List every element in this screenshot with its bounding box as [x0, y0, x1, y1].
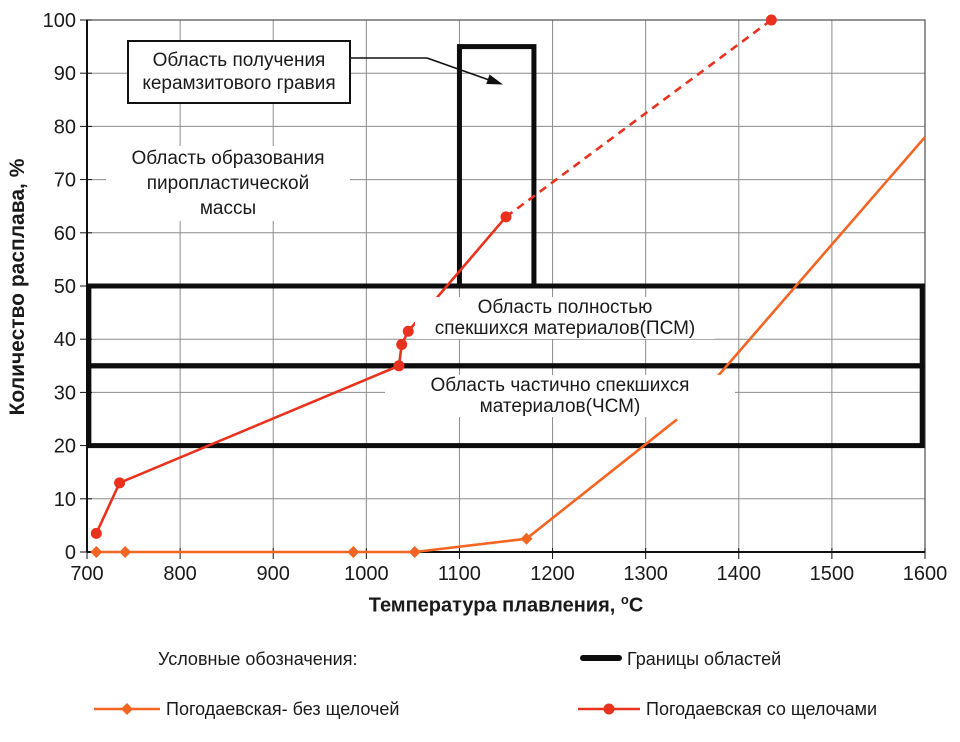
annotation-gravel-line2: керамзитового гравия	[142, 73, 336, 94]
y-tick-label: 60	[54, 223, 76, 245]
x-tick-label: 1100	[438, 563, 481, 585]
series1-swatch-diamond-icon	[94, 703, 160, 715]
y-tick-label: 10	[54, 489, 76, 511]
legend-title: Условные обозначения:	[158, 649, 358, 669]
data-point-diamond	[90, 546, 103, 558]
data-point-diamond	[520, 532, 533, 545]
y-tick-label: 0	[65, 542, 76, 564]
x-axis-title-sup: о	[620, 592, 629, 607]
series-line-diamond	[686, 136, 926, 412]
annotation-arrowhead-icon	[486, 74, 503, 85]
y-tick-label: 50	[54, 276, 76, 298]
annotation-pyro-line2: пиропластической	[146, 173, 310, 194]
annotation-pyroplastic-region: Область образования пиропластической мас…	[106, 146, 350, 221]
annotation-psm-region: Область полностью спекшихся материалов(П…	[415, 297, 715, 339]
region-boundary-rect	[86, 363, 925, 449]
region-boundary-rect	[456, 44, 537, 289]
y-tick-label: 30	[54, 382, 76, 404]
y-tick-label: 70	[54, 170, 76, 192]
legend-series1-label: Погодаевская- без щелочей	[166, 699, 400, 719]
x-tick-label: 700	[70, 563, 103, 585]
annotation-gravel-region-box: Область получения керамзитового гравия	[127, 40, 351, 104]
x-tick-label: 800	[163, 563, 196, 585]
legend-boundaries-label: Границы областей	[627, 649, 782, 669]
y-tick-label: 90	[54, 63, 76, 85]
annotation-chsm-line1: Область частично спекшихся	[430, 375, 690, 396]
data-point-circle	[114, 477, 126, 489]
x-axis-title-unit: С	[628, 594, 644, 617]
x-tick-label: 1500	[810, 563, 855, 585]
data-point-diamond	[119, 546, 132, 558]
x-tick-label: 1000	[344, 563, 389, 585]
annotation-gravel-line1: Область получения	[152, 50, 326, 71]
data-point-diamond	[408, 546, 421, 558]
y-tick-label: 20	[54, 436, 76, 458]
y-tick-label: 100	[43, 10, 76, 32]
x-axis-title-text: Температура плавления,	[368, 594, 621, 617]
x-tick-label: 1400	[717, 563, 762, 585]
data-point-circle	[765, 14, 777, 26]
data-point-diamond	[347, 546, 360, 558]
annotation-pyro-line3: массы	[199, 198, 257, 219]
x-tick-label: 1600	[903, 563, 948, 585]
data-point-circle	[90, 527, 102, 539]
x-tick-label: 1300	[623, 563, 668, 585]
y-tick-label: 80	[54, 116, 76, 138]
x-tick-label: 900	[257, 563, 290, 585]
annotation-chsm-region: Область частично спекшихся материалов(ЧС…	[385, 375, 735, 417]
annotation-arrow-shaft	[426, 57, 493, 82]
annotation-chsm-line2: материалов(ЧСМ)	[479, 396, 641, 417]
data-point-circle	[402, 325, 414, 337]
x-tick-label: 1200	[530, 563, 575, 585]
data-point-circle	[393, 360, 405, 372]
annotation-psm-line2: спекшихся материалов(ПСМ)	[434, 318, 696, 339]
x-axis-title: Температура плавления, оС	[87, 592, 925, 618]
y-axis-title: Количество расплава, %	[6, 158, 29, 416]
series-line-circle	[505, 18, 773, 218]
data-point-circle	[396, 339, 408, 351]
boundaries-line-swatch	[580, 655, 622, 661]
data-point-circle	[500, 211, 512, 223]
annotation-psm-line1: Область полностью	[477, 297, 653, 318]
annotation-pyro-line1: Область образования	[131, 148, 325, 169]
legend-series2-label: Погодаевская со щелочами	[646, 699, 878, 719]
y-tick-label: 40	[54, 329, 76, 351]
series2-swatch-circle-icon	[578, 703, 640, 715]
